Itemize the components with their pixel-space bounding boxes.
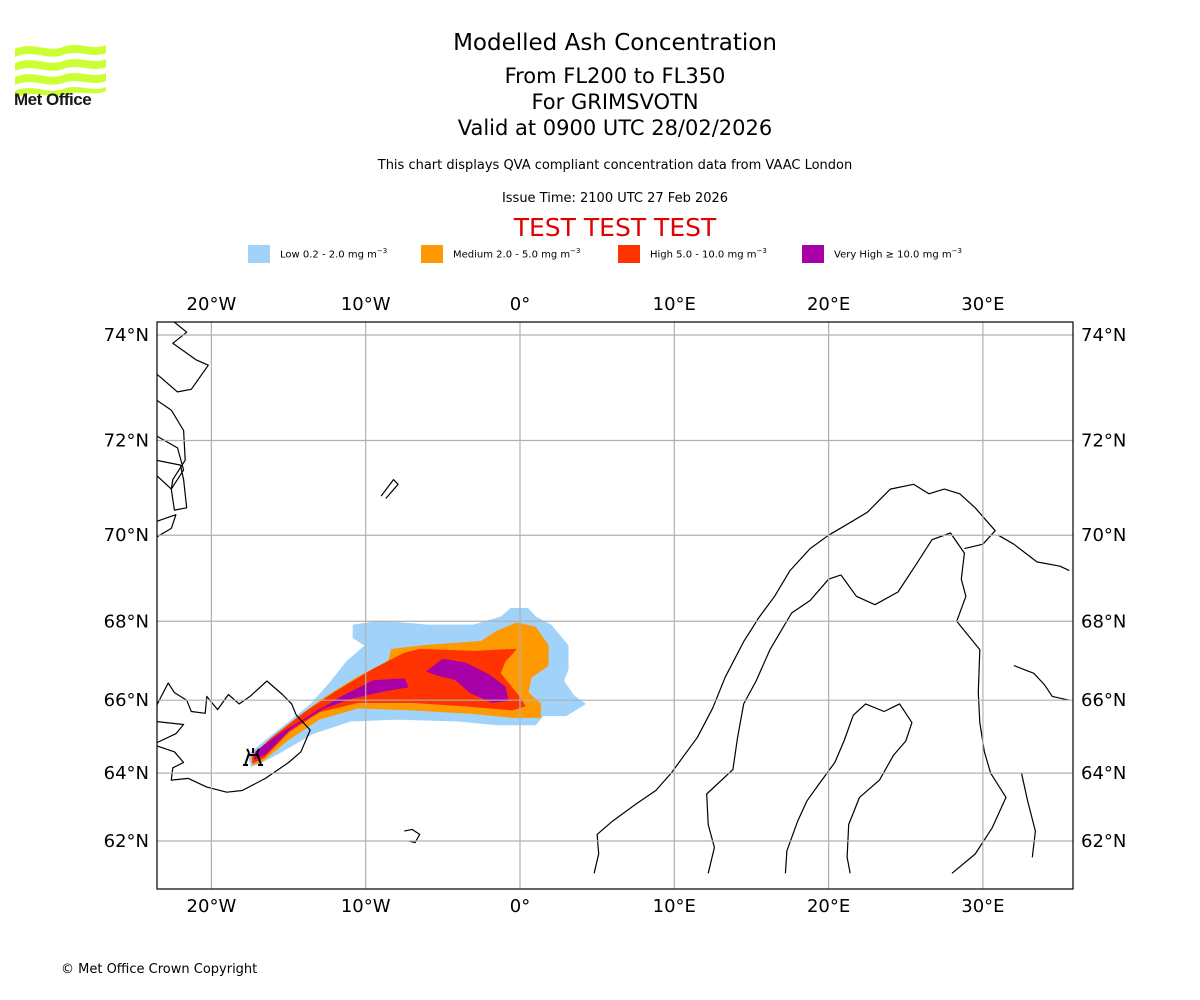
met-office-logo-icon <box>15 45 106 98</box>
ash-contour-very-high <box>253 678 409 760</box>
lat-tick-label: 74°N <box>104 325 149 346</box>
legend-swatch-low <box>248 245 270 263</box>
coastline-norway <box>593 483 996 874</box>
flight-levels: From FL200 to FL350 <box>504 64 726 88</box>
coastline-sweden-finland <box>846 703 913 874</box>
lon-tick-label: 10°W <box>341 294 391 315</box>
volcano-name: For GRIMSVOTN <box>531 90 699 114</box>
lat-tick-label: 70°N <box>1081 525 1126 546</box>
lon-tick-label: 20°E <box>807 896 850 917</box>
lat-tick-label: 62°N <box>1081 831 1126 852</box>
lat-tick-label: 70°N <box>104 525 149 546</box>
ash-contours <box>247 608 586 767</box>
copyright: © Met Office Crown Copyright <box>61 962 258 977</box>
coastline-faroes <box>404 828 421 844</box>
legend-item-low: Low 0.2 - 2.0 mg m−3 <box>248 244 387 264</box>
lon-tick-label: 20°W <box>187 294 237 315</box>
legend: Low 0.2 - 2.0 mg m−3 Medium 2.0 - 5.0 mg… <box>0 244 1200 264</box>
coastline-kola-south <box>1020 772 1036 858</box>
coastline-jan-mayen <box>380 479 399 499</box>
lon-tick-label: 20°W <box>187 896 237 917</box>
coastline-finland-border <box>840 532 1007 874</box>
legend-swatch-high <box>618 245 640 263</box>
lat-tick-label: 72°N <box>1081 431 1126 452</box>
lon-tick-label: 10°E <box>653 294 696 315</box>
axis-tick-labels: 20°W 20°W 10°W 10°W 0° 0° 10°E 10°E 20°E 20°E 30°E… <box>104 294 1127 917</box>
lat-tick-label: 68°N <box>1081 611 1126 632</box>
coastline-greenland-c <box>157 435 188 511</box>
coastline-greenland-d <box>157 514 177 538</box>
legend-item-medium: Medium 2.0 - 5.0 mg m−3 <box>421 244 580 264</box>
lat-tick-label: 68°N <box>104 611 149 632</box>
legend-label-medium: Medium 2.0 - 5.0 mg m−3 <box>453 247 581 261</box>
coastline-greenland-a <box>157 322 209 393</box>
lat-tick-label: 66°N <box>104 690 149 711</box>
lat-tick-label: 64°N <box>104 763 149 784</box>
coastline-kola <box>997 534 1070 572</box>
legend-item-high: High 5.0 - 10.0 mg m−3 <box>618 244 767 264</box>
test-banner: TEST TEST TEST <box>513 213 717 242</box>
met-office-logo-text: Met Office <box>14 90 92 109</box>
gridlines <box>157 322 1073 889</box>
lon-tick-label: 0° <box>510 896 530 917</box>
lon-tick-label: 10°W <box>341 896 391 917</box>
coastline-iceland <box>157 680 311 793</box>
valid-time: Valid at 0900 UTC 28/02/2026 <box>457 116 773 140</box>
legend-swatch-medium <box>421 245 443 263</box>
issue-time: Issue Time: 2100 UTC 27 Feb 2026 <box>501 191 729 206</box>
coastline-white-sea <box>1013 664 1070 701</box>
lon-tick-label: 30°E <box>961 896 1004 917</box>
lon-tick-label: 0° <box>510 294 530 315</box>
lat-tick-label: 72°N <box>104 431 149 452</box>
lon-tick-label: 20°E <box>807 294 850 315</box>
coastlines <box>157 322 1070 874</box>
legend-label-very-high: Very High ≥ 10.0 mg m−3 <box>834 247 962 261</box>
lat-tick-label: 74°N <box>1081 325 1126 346</box>
lat-tick-label: 64°N <box>1081 763 1126 784</box>
chart-title: Modelled Ash Concentration <box>453 30 777 56</box>
legend-label-high: High 5.0 - 10.0 mg m−3 <box>650 247 767 261</box>
volcano-marker <box>243 747 264 766</box>
legend-item-very-high: Very High ≥ 10.0 mg m−3 <box>802 244 962 264</box>
legend-swatch-very-high <box>802 245 824 263</box>
chart-description: This chart displays QVA compliant concen… <box>377 158 853 173</box>
coastline-sweden-border <box>706 574 842 874</box>
legend-label-low: Low 0.2 - 2.0 mg m−3 <box>280 247 388 261</box>
lat-tick-label: 62°N <box>104 831 149 852</box>
lon-tick-label: 10°E <box>653 896 696 917</box>
lon-tick-label: 30°E <box>961 294 1004 315</box>
volcano-icon <box>243 747 264 766</box>
lat-tick-label: 66°N <box>1081 690 1126 711</box>
map-frame <box>156 321 1074 890</box>
